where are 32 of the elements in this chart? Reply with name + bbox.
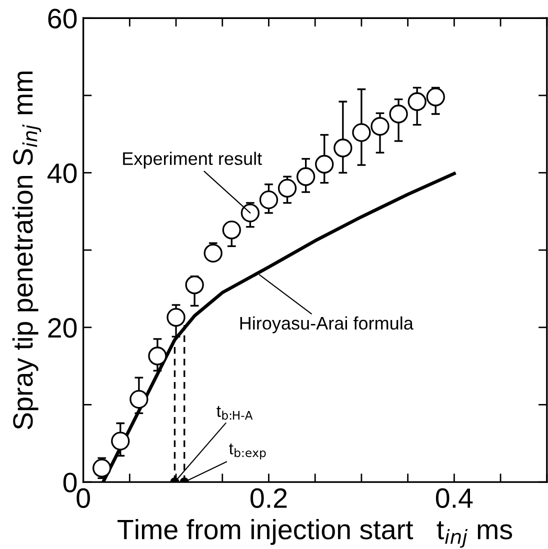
annotation: t$_{b:exp}$	[229, 443, 266, 460]
x-tick-label: 0	[76, 488, 90, 508]
y-tick-label: 60	[48, 8, 77, 28]
point	[130, 390, 148, 409]
point	[296, 167, 316, 186]
point	[278, 178, 297, 198]
point	[408, 92, 426, 111]
point	[389, 104, 408, 124]
y-axis-title: Spray tip penetration S$_{inj}$ mm	[12, 72, 42, 430]
y-tick-label: 40	[47, 163, 77, 184]
point	[222, 220, 241, 240]
point	[315, 154, 334, 174]
point	[352, 123, 371, 142]
point	[370, 117, 390, 136]
annotation: t$_{b:H-A}$	[216, 406, 253, 420]
point	[426, 88, 445, 106]
point	[111, 432, 130, 450]
point	[166, 308, 186, 327]
point	[148, 346, 167, 366]
x-tick-label: 0.4	[436, 488, 473, 508]
y-tick-label: 20	[48, 318, 77, 338]
annotation: Experiment result	[123, 152, 262, 169]
y-tick-label: 0	[63, 472, 77, 492]
point	[204, 244, 222, 263]
point	[185, 276, 204, 294]
point	[92, 458, 112, 478]
annotation: Hiroyasu-Arai formula	[240, 316, 414, 334]
point	[259, 190, 278, 210]
x-tick-label: 0.2	[250, 488, 287, 508]
point	[240, 204, 260, 222]
x-axis-title: Time from injection start t$_{inj}$ ms	[118, 519, 512, 548]
point	[334, 138, 352, 158]
